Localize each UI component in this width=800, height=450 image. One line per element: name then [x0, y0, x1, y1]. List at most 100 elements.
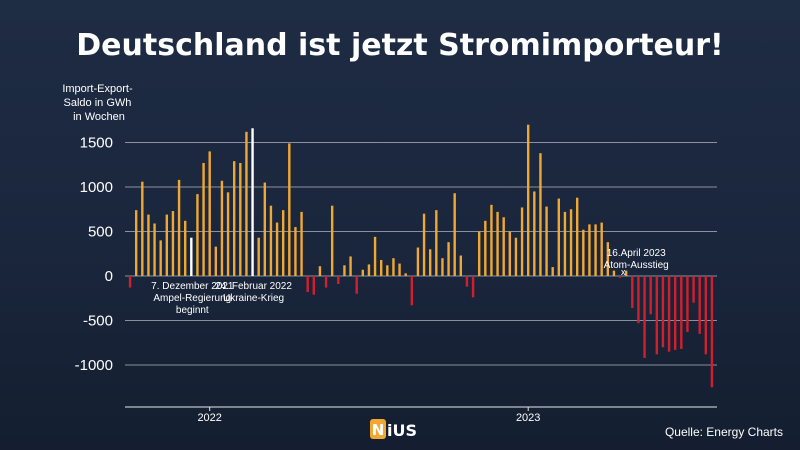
bar	[600, 222, 603, 276]
y-axis-label-line-3: in Wochen	[73, 111, 125, 123]
bar	[526, 124, 530, 276]
annotation-line: 7. Dezember 2021	[151, 281, 234, 292]
bar	[220, 180, 224, 276]
bar	[386, 265, 389, 276]
bar	[624, 270, 628, 276]
x-axis-labels: 2022 2023	[197, 407, 540, 424]
bar	[698, 276, 701, 334]
bar	[520, 207, 524, 276]
bar	[618, 276, 622, 278]
bar	[245, 131, 248, 276]
bar	[251, 128, 254, 276]
bar	[288, 143, 291, 276]
bar	[153, 223, 156, 276]
bar	[337, 276, 340, 285]
annotations: 7. Dezember 2021Ampel-Regierungbeginnt24…	[151, 248, 669, 316]
bar	[281, 210, 285, 276]
bar	[196, 194, 199, 276]
bar	[214, 246, 218, 276]
bar	[477, 231, 481, 276]
bar	[410, 276, 414, 306]
bar	[324, 276, 328, 288]
bar	[453, 193, 456, 276]
x-tick-label: 2023	[516, 412, 540, 424]
bar	[575, 197, 579, 276]
bar	[508, 231, 512, 276]
bar	[361, 269, 365, 276]
nius-logo: N iUS	[370, 419, 417, 440]
bar	[398, 263, 401, 276]
bar	[447, 242, 450, 276]
bar	[306, 276, 309, 293]
bar	[128, 276, 132, 288]
bar	[465, 276, 469, 287]
bar	[661, 276, 665, 348]
bar	[484, 220, 487, 276]
bar	[312, 276, 316, 295]
bar	[300, 211, 303, 276]
bar	[557, 198, 561, 276]
nius-logo-prefix: N	[372, 421, 385, 439]
bar	[134, 210, 138, 276]
bar	[435, 210, 438, 276]
bar	[637, 276, 640, 324]
bar	[257, 237, 260, 276]
chart-title: Deutschland ist jetzt Stromimporteur!	[76, 28, 723, 63]
bar	[643, 276, 646, 358]
y-tick-label: 0	[105, 268, 113, 285]
y-tick-label: 1000	[80, 179, 113, 196]
bar	[177, 179, 181, 276]
bar	[441, 258, 444, 276]
bar	[631, 276, 634, 309]
bar	[710, 276, 714, 388]
bar	[533, 191, 536, 276]
bar	[673, 276, 677, 350]
bar	[612, 270, 616, 276]
bar	[649, 276, 652, 315]
bar	[232, 161, 236, 276]
bar	[692, 276, 695, 303]
bar	[183, 220, 187, 276]
annotation-line: beginnt	[176, 305, 209, 316]
bar	[190, 237, 193, 276]
bar	[490, 204, 493, 276]
annotation-line: Ukraine-Krieg	[223, 293, 284, 304]
bar	[502, 217, 505, 276]
y-axis-label-line-2: Saldo in GWh	[64, 97, 132, 109]
bar	[496, 211, 499, 276]
y-tick-labels: 1500 1000 500 0 -500 -1000	[75, 135, 113, 375]
bar	[379, 259, 383, 276]
bar	[594, 224, 597, 276]
annotation-marker: x	[621, 267, 626, 277]
bar	[680, 276, 683, 349]
y-tick-label: -1000	[75, 357, 113, 374]
bar	[704, 276, 708, 355]
bar	[367, 264, 371, 276]
annotation-line: 16.April 2023	[607, 248, 666, 259]
bar	[551, 267, 554, 276]
bar	[239, 162, 242, 276]
bar	[459, 255, 463, 276]
bar	[422, 213, 426, 276]
bar	[563, 211, 567, 276]
y-tick-label: 500	[88, 224, 113, 241]
nius-logo-badge	[370, 419, 386, 439]
bar	[343, 265, 346, 276]
bar	[392, 258, 395, 276]
nius-logo-text: iUS	[387, 421, 417, 440]
x-tick-label: 2022	[197, 412, 221, 424]
bar	[686, 276, 689, 333]
bar	[165, 214, 169, 276]
bar	[373, 236, 377, 276]
bar	[159, 240, 162, 276]
bar	[171, 211, 175, 276]
bar	[514, 237, 518, 276]
y-axis-label: Import-Export- Saldo in GWh in Wochen	[62, 83, 135, 123]
bar	[588, 224, 591, 276]
bar	[294, 227, 297, 276]
bar	[471, 276, 475, 298]
